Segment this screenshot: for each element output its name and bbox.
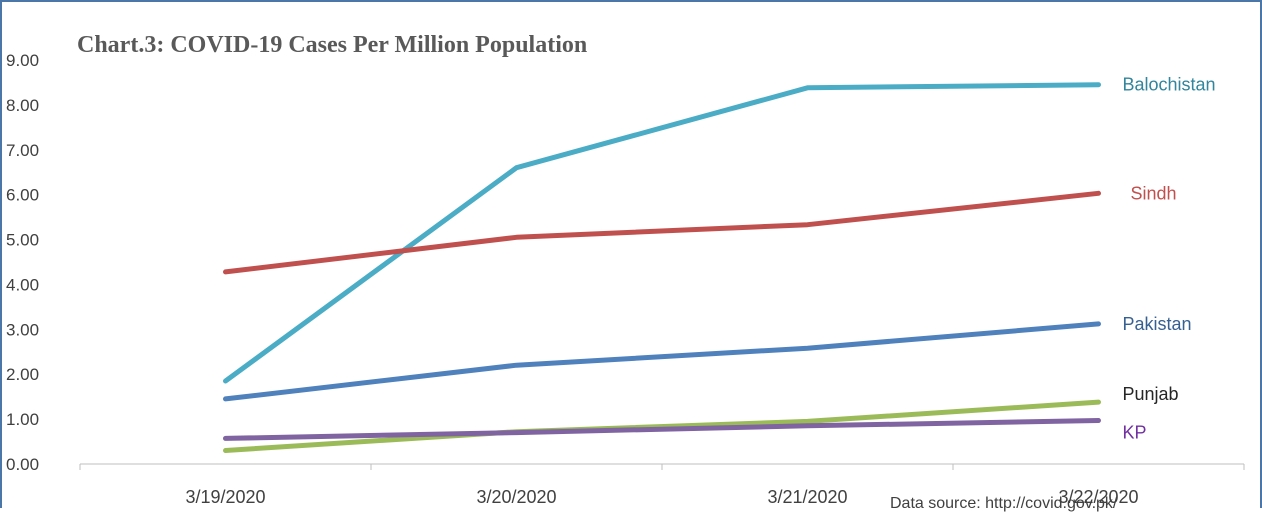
- x-tick-label: 3/21/2020: [767, 487, 847, 507]
- source-note: Data source: http://covid.gov.pk/: [890, 495, 1118, 512]
- y-tick-label: 1.00: [6, 410, 39, 429]
- series-label-punjab: Punjab: [1123, 384, 1179, 404]
- x-tick-label: 3/19/2020: [185, 487, 265, 507]
- y-tick-label: 0.00: [6, 455, 39, 474]
- y-tick-label: 3.00: [6, 320, 39, 339]
- axis-layer: 0.00 1.00 2.00 3.00 4.00 5.00 6.00 7.00 8.00 9.00…: [6, 51, 1245, 507]
- series-line-punjab: [223, 399, 1101, 453]
- y-tick-label: 9.00: [6, 51, 39, 70]
- series-label-balochistan: Balochistan: [1123, 75, 1216, 95]
- chart-title: Chart.3: COVID-19 Cases Per Million Popu…: [77, 32, 588, 58]
- series-layer: [223, 82, 1101, 453]
- y-tick-label: 7.00: [6, 141, 39, 160]
- series-label-pakistan: Pakistan: [1123, 314, 1192, 334]
- y-tick-label: 5.00: [6, 231, 39, 250]
- label-layer: Balochistan Sindh Pakistan Punjab KP: [1123, 75, 1216, 443]
- y-tick-label: 8.00: [6, 96, 39, 115]
- series-line-balochistan: [223, 82, 1101, 384]
- y-tick-label: 6.00: [6, 186, 39, 205]
- y-tick-label: 2.00: [6, 365, 39, 384]
- series-line-sindh: [223, 190, 1101, 275]
- y-tick-label: 4.00: [6, 275, 39, 294]
- series-line-pakistan: [223, 321, 1101, 402]
- series-label-sindh: Sindh: [1131, 183, 1177, 203]
- x-tick-label: 3/22/2020: [1058, 487, 1138, 507]
- x-tick-label: 3/20/2020: [476, 487, 556, 507]
- series-line-kp: [223, 418, 1101, 441]
- series-label-kp: KP: [1123, 422, 1147, 442]
